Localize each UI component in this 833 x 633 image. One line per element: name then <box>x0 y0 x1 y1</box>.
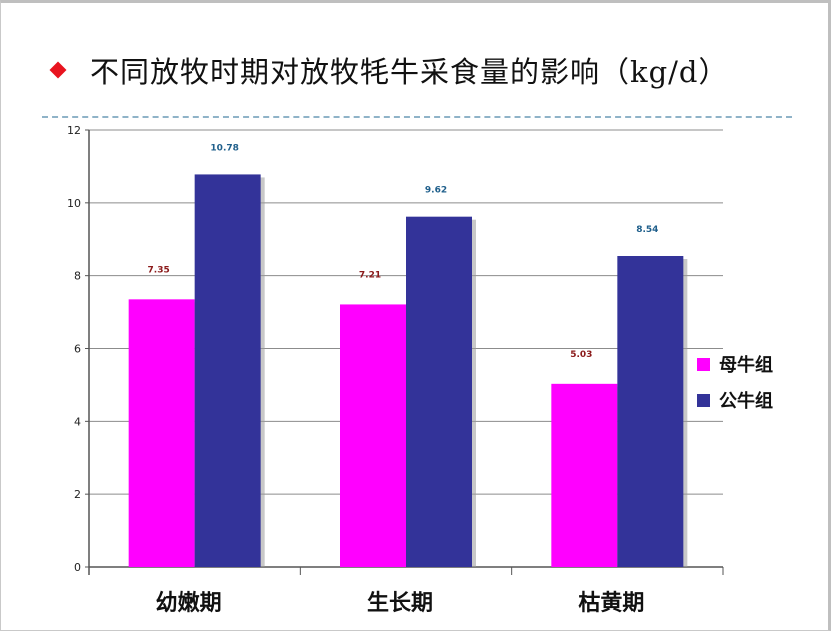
legend: 母牛组 公牛组 <box>697 352 773 424</box>
y-tick-label: 10 <box>67 197 81 210</box>
y-tick-label: 8 <box>74 270 81 283</box>
data-label-female: 5.03 <box>570 350 592 360</box>
data-label-female: 7.21 <box>359 270 381 280</box>
data-label-male: 8.54 <box>636 225 658 235</box>
bar-male <box>406 216 472 567</box>
title-row: 不同放牧时期对放牧牦牛采食量的影响（kg/d） <box>49 50 729 90</box>
bar-male <box>194 174 261 567</box>
legend-swatch-female <box>697 357 710 371</box>
y-tick-label: 6 <box>74 343 81 356</box>
y-tick-label: 12 <box>67 124 81 137</box>
legend-swatch-male <box>697 393 710 407</box>
y-tick-label: 2 <box>74 488 81 501</box>
x-category-label: 生长期 <box>367 590 433 616</box>
bar-female <box>128 299 195 567</box>
y-tick-label: 4 <box>74 415 81 428</box>
y-tick-label: 0 <box>74 561 81 574</box>
data-label-male: 10.78 <box>210 143 238 153</box>
dashed-divider <box>42 116 792 118</box>
legend-item-male: 公牛组 <box>697 388 773 412</box>
chart-title: 不同放牧时期对放牧牦牛采食量的影响（kg/d） <box>90 55 729 89</box>
x-category-label: 枯黄期 <box>578 590 644 616</box>
bar-female <box>340 304 406 567</box>
legend-label-male: 公牛组 <box>719 391 773 412</box>
bar-female <box>551 383 618 567</box>
bar-male <box>617 256 684 567</box>
data-label-female: 7.35 <box>148 265 170 275</box>
legend-label-female: 母牛组 <box>719 355 773 376</box>
x-category-label: 幼嫩期 <box>156 590 222 616</box>
data-label-male: 9.62 <box>425 186 447 196</box>
legend-item-female: 母牛组 <box>697 352 773 376</box>
